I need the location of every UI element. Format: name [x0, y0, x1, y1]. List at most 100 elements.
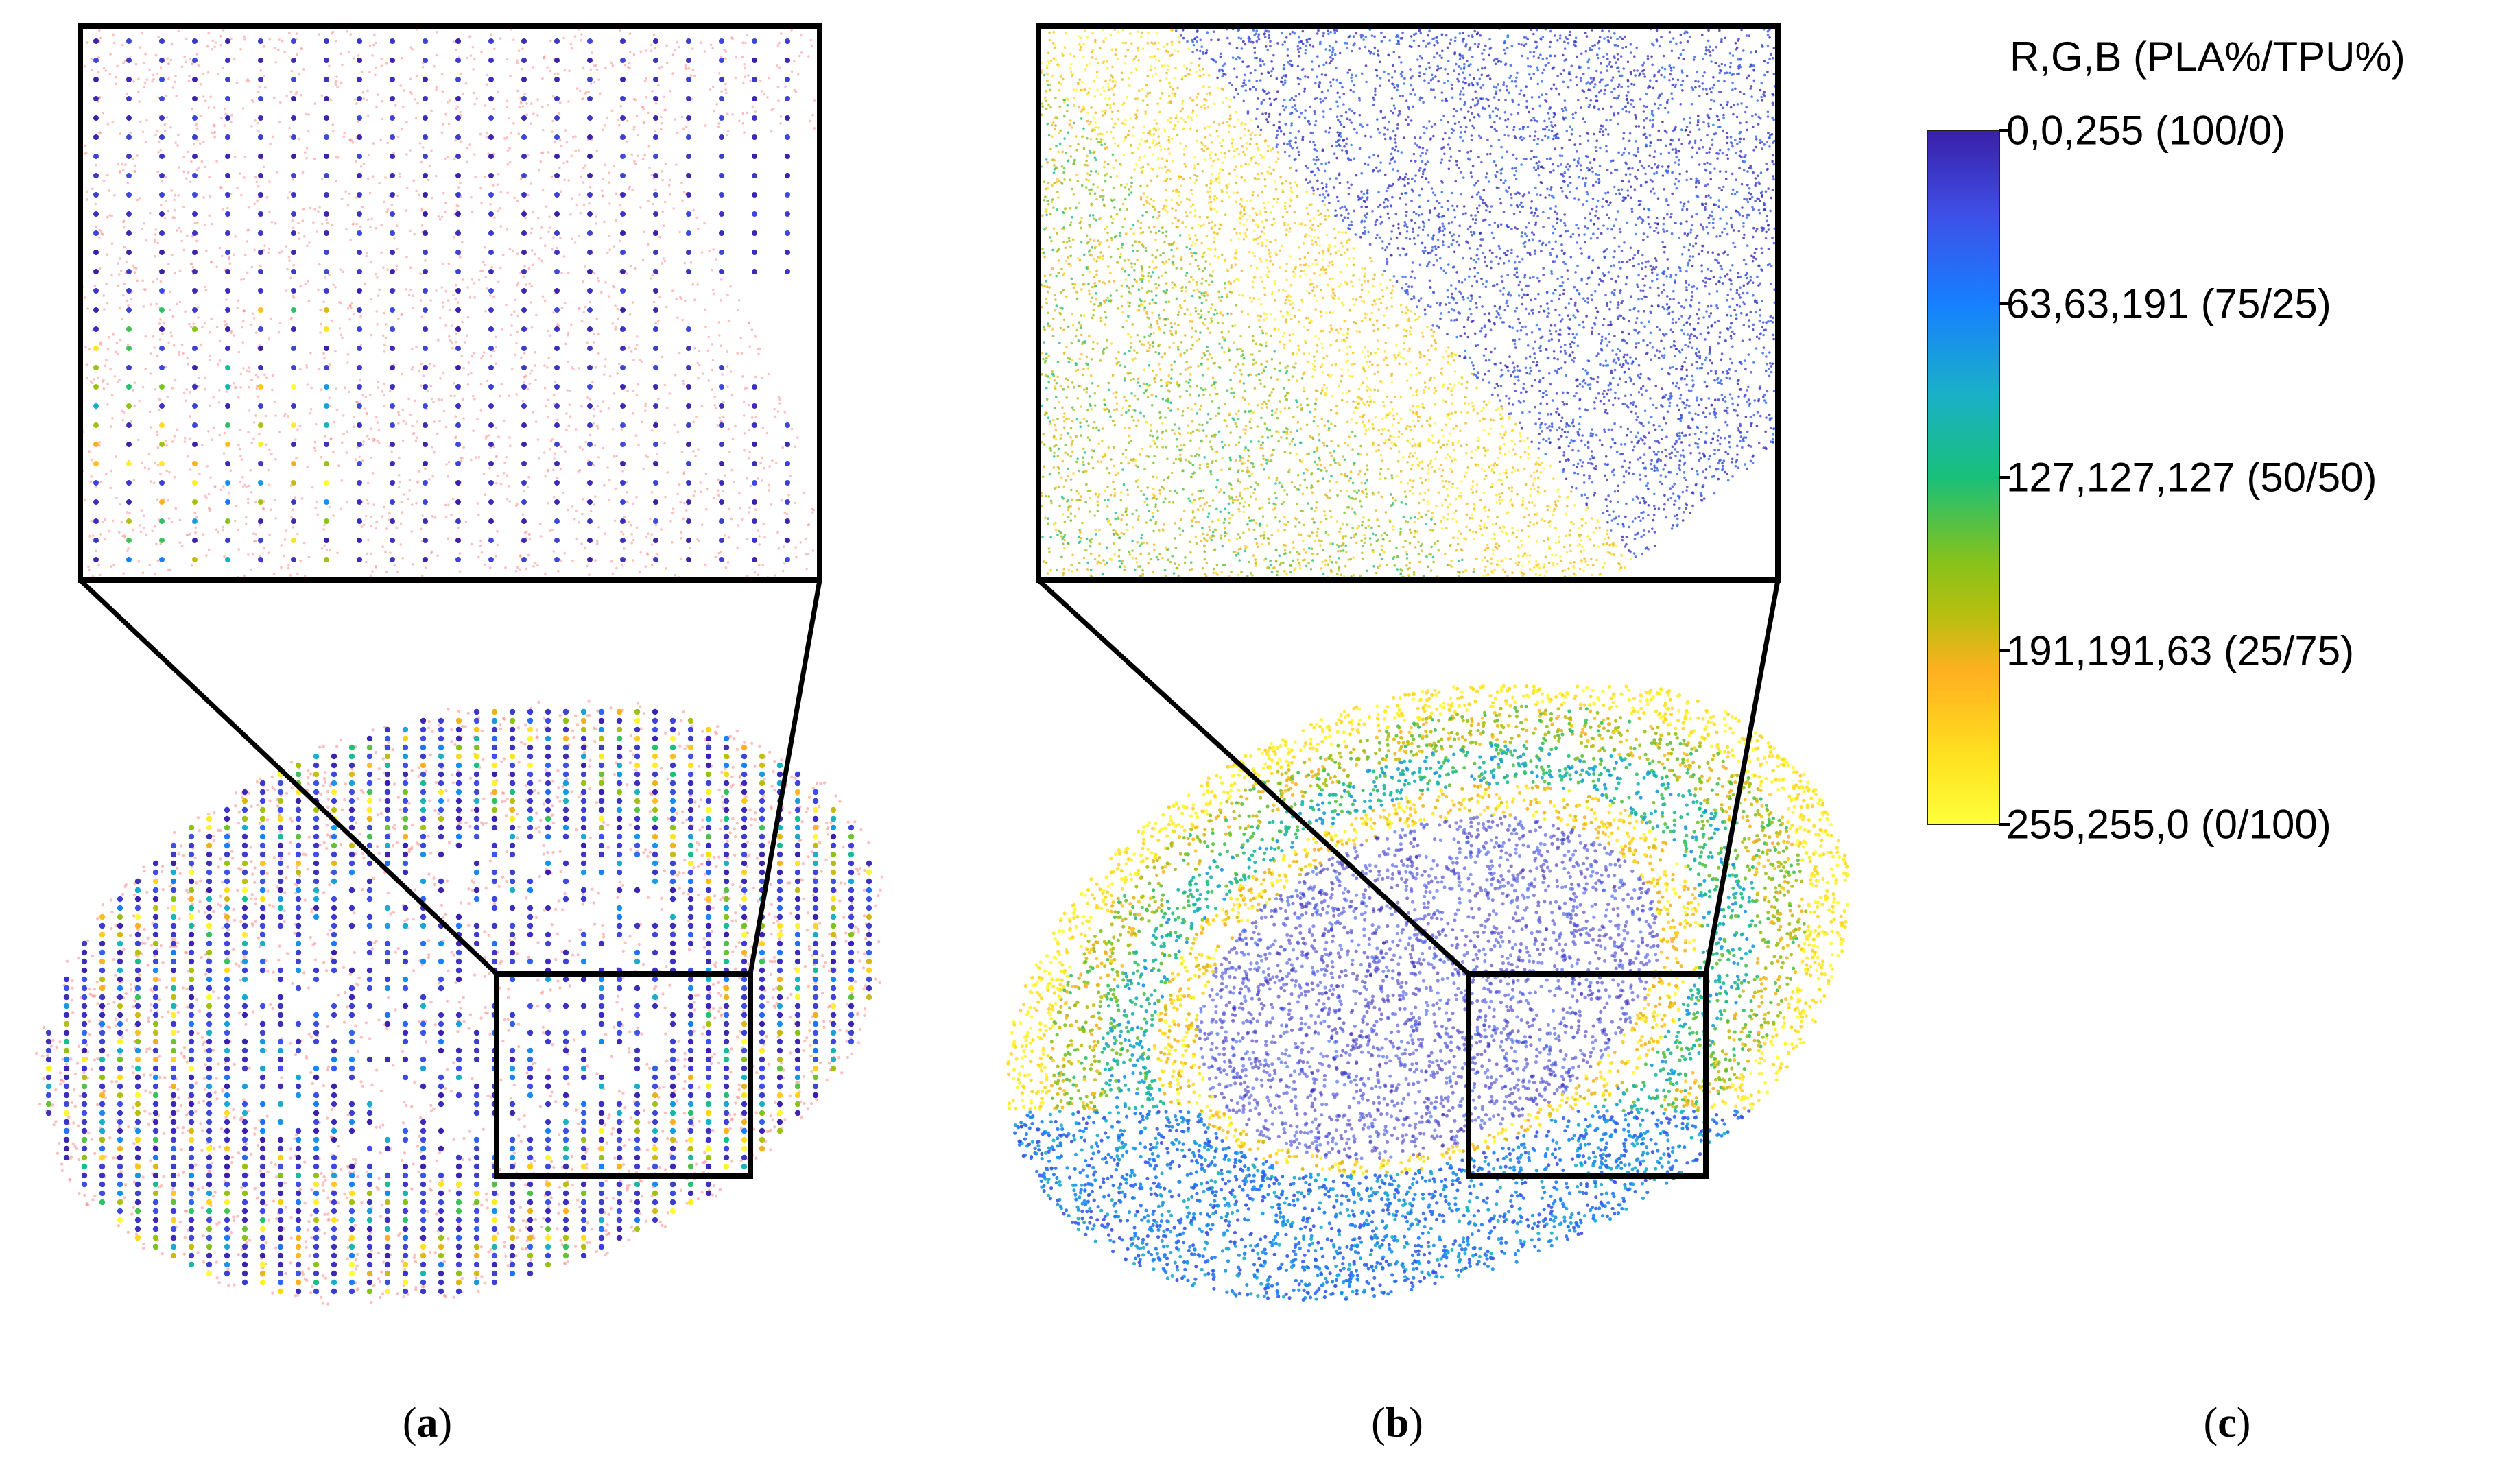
point-cloud-dot [467, 1027, 471, 1030]
point-cloud-dot [275, 1217, 278, 1221]
point-cloud-dot [455, 1208, 462, 1215]
point-cloud-dot [259, 1038, 266, 1045]
point-cloud-dot [188, 896, 195, 903]
point-cloud-dot [241, 341, 245, 344]
point-cloud-dot [381, 1123, 385, 1127]
point-cloud-dot [259, 1065, 266, 1072]
point-cloud-dot [259, 1234, 266, 1241]
point-cloud-dot [331, 1119, 337, 1125]
point-cloud-dot [613, 245, 615, 248]
point-cloud-dot [63, 1083, 70, 1090]
point-cloud-dot [598, 1127, 605, 1134]
point-cloud-dot [169, 945, 173, 948]
point-cloud-dot [70, 1101, 74, 1104]
point-cloud-dot [438, 1252, 444, 1259]
point-cloud-dot [188, 1226, 195, 1232]
point-cloud-dot [259, 806, 266, 813]
point-cloud-dot [305, 1245, 308, 1250]
point-cloud-dot [241, 1217, 248, 1223]
point-cloud-dot [307, 1032, 311, 1036]
point-cloud-dot [848, 824, 855, 831]
point-cloud-dot [438, 1261, 444, 1268]
point-cloud-dot [794, 1038, 801, 1045]
point-cloud-dot [206, 940, 213, 947]
point-cloud-dot [152, 1243, 159, 1250]
point-cloud-dot [527, 771, 534, 778]
point-cloud-dot [678, 351, 681, 355]
point-cloud-dot [557, 899, 560, 903]
point-cloud-dot [723, 931, 730, 938]
point-cloud-dot [115, 497, 118, 499]
point-cloud-dot [562, 833, 569, 840]
point-cloud-dot [640, 1032, 643, 1036]
point-cloud-dot [118, 531, 121, 534]
point-cloud-dot [129, 988, 132, 992]
point-cloud-dot [780, 758, 783, 762]
point-cloud-dot [366, 949, 373, 956]
point-cloud-dot [283, 1182, 287, 1185]
point-cloud-dot [562, 1092, 569, 1099]
point-cloud-dot [541, 1025, 545, 1029]
point-cloud-dot [221, 881, 224, 884]
point-cloud-dot [616, 824, 623, 831]
point-cloud-dot [704, 472, 708, 475]
point-cloud-dot [741, 994, 748, 1001]
point-cloud-dot [509, 1097, 513, 1100]
point-cloud-dot [598, 708, 605, 715]
point-cloud-dot [462, 1136, 466, 1140]
point-cloud-dot [198, 829, 201, 833]
point-cloud-dot [663, 1225, 667, 1228]
point-cloud-dot [473, 717, 480, 724]
point-cloud-dot [259, 922, 266, 929]
point-cloud-dot [331, 1270, 337, 1277]
point-cloud-dot [705, 985, 712, 992]
point-cloud-dot [182, 1046, 187, 1049]
point-cloud-dot [598, 1020, 605, 1027]
point-cloud-dot [224, 1199, 230, 1206]
point-cloud-dot [663, 259, 667, 263]
point-cloud-dot [558, 800, 562, 803]
point-cloud-dot [194, 1110, 198, 1114]
point-cloud-dot [669, 1065, 676, 1072]
point-cloud-dot [331, 1154, 337, 1161]
point-cloud-dot [196, 1188, 200, 1191]
point-cloud-dot [298, 874, 302, 878]
point-cloud-dot [705, 860, 712, 867]
point-cloud-dot [705, 1020, 712, 1027]
point-cloud-dot [420, 780, 427, 787]
point-cloud-dot [645, 49, 647, 52]
point-cloud-dot [143, 527, 145, 530]
point-cloud-dot [830, 994, 837, 1001]
point-cloud-dot [366, 922, 373, 929]
point-cloud-dot [491, 878, 498, 885]
point-cloud-dot [438, 1083, 444, 1090]
point-cloud-dot [702, 937, 706, 941]
point-cloud-dot [81, 1029, 88, 1036]
point-cloud-dot [543, 909, 546, 912]
point-cloud-dot [776, 1038, 783, 1045]
point-cloud-dot [776, 896, 783, 903]
point-cloud-dot [157, 409, 161, 411]
point-cloud-dot [240, 1248, 243, 1252]
point-cloud-dot [595, 1250, 598, 1254]
point-cloud-dot [253, 1187, 257, 1191]
point-cloud-dot [729, 1071, 733, 1074]
point-cloud-dot [580, 976, 587, 983]
point-cloud-dot [866, 985, 872, 992]
point-cloud-dot [507, 1226, 510, 1229]
point-cloud-dot [259, 1208, 266, 1215]
point-cloud-dot [366, 967, 373, 974]
point-cloud-dot [634, 1065, 641, 1072]
point-cloud-dot [741, 1038, 748, 1045]
point-cloud-dot [404, 1103, 408, 1108]
point-cloud-dot [578, 1205, 582, 1209]
point-cloud-dot [196, 306, 200, 309]
point-cloud-dot [647, 200, 650, 202]
point-cloud-dot [720, 770, 724, 774]
point-cloud-dot [491, 708, 498, 715]
point-cloud-dot [295, 949, 302, 956]
point-cloud-dot [448, 335, 451, 338]
point-cloud-dot [99, 1029, 106, 1036]
point-cloud-dot [277, 887, 284, 894]
point-cloud-dot [717, 478, 720, 481]
